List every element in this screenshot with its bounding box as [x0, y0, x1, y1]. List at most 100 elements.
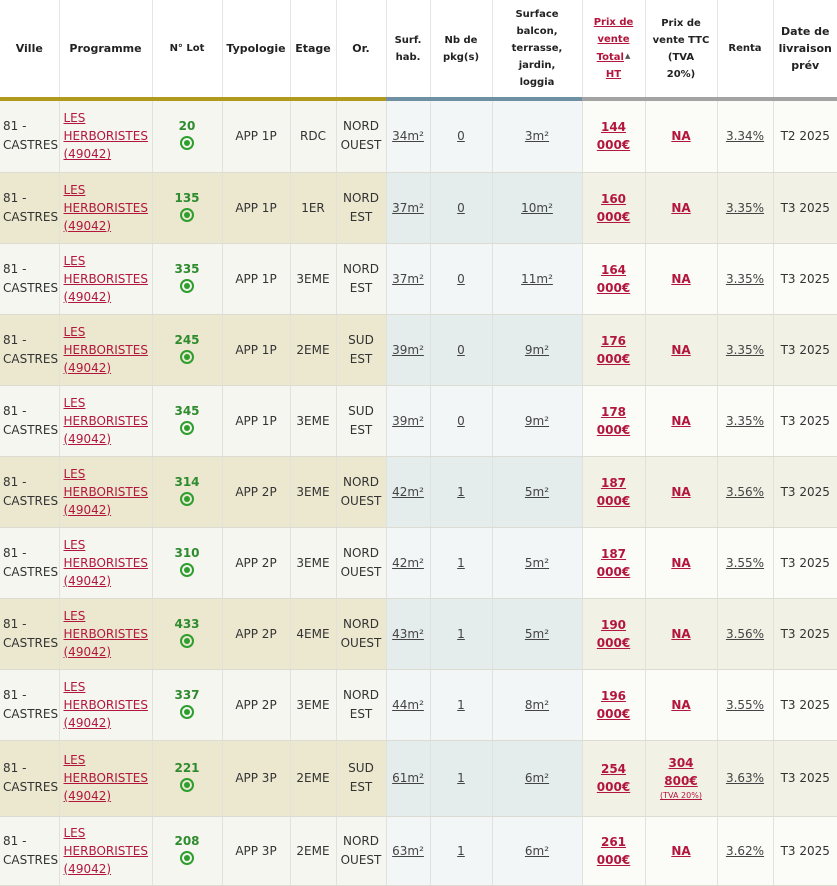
- surface-link[interactable]: 43m²: [392, 626, 424, 641]
- renta-link[interactable]: 3.62%: [725, 843, 765, 858]
- parking-link[interactable]: 0: [457, 271, 465, 286]
- surface-link[interactable]: 44m²: [392, 697, 424, 712]
- col-header-price-ht[interactable]: Prix de vente Total▲ HT: [582, 0, 646, 97]
- outdoor-surface-link[interactable]: 9m²: [524, 342, 550, 357]
- table-row[interactable]: 81 - CASTRES LES HERBORISTES (49042) 337 APP 2…: [0, 669, 837, 741]
- outdoor-surface-link[interactable]: 6m²: [524, 843, 550, 858]
- renta-link[interactable]: 3.35%: [725, 271, 765, 286]
- programme-link[interactable]: LES HERBORISTES (49042): [63, 825, 148, 876]
- parking-link[interactable]: 0: [457, 342, 465, 357]
- renta-link[interactable]: 3.63%: [725, 771, 765, 785]
- programme-link[interactable]: LES HERBORISTES (49042): [63, 679, 148, 730]
- renta-link[interactable]: 3.34%: [725, 129, 765, 144]
- price-ht-link[interactable]: 187 000€: [596, 546, 631, 579]
- lot-number[interactable]: 20: [178, 119, 196, 134]
- surface-link[interactable]: 42m²: [392, 555, 424, 570]
- col-header-outdoor-surface[interactable]: Surface balcon, terrasse, jardin, loggia: [492, 0, 583, 97]
- price-ttc-link[interactable]: NA: [671, 697, 691, 712]
- price-ht-link[interactable]: 164 000€: [596, 262, 631, 295]
- parking-link[interactable]: 1: [457, 843, 465, 858]
- price-ttc-link[interactable]: NA: [671, 129, 691, 144]
- table-row[interactable]: 81 - CASTRES LES HERBORISTES (49042) 20 APP 1P…: [0, 101, 837, 173]
- col-header-price-ttc[interactable]: Prix de vente TTC (TVA 20%): [645, 0, 718, 97]
- price-ttc-link[interactable]: 304 800€: [664, 756, 698, 788]
- price-ht-link[interactable]: 190 000€: [596, 617, 631, 650]
- table-row[interactable]: 81 - CASTRES LES HERBORISTES (49042) 335 APP 1…: [0, 243, 837, 315]
- col-header-livraison[interactable]: Date de livraison prév: [773, 0, 837, 97]
- parking-link[interactable]: 1: [457, 555, 465, 570]
- renta-link[interactable]: 3.35%: [725, 200, 765, 215]
- outdoor-surface-link[interactable]: 8m²: [524, 697, 550, 712]
- renta-link[interactable]: 3.55%: [725, 697, 765, 712]
- surface-link[interactable]: 37m²: [392, 271, 424, 286]
- col-header-programme[interactable]: Programme: [59, 0, 153, 97]
- surface-link[interactable]: 63m²: [392, 843, 424, 858]
- surface-link[interactable]: 39m²: [392, 413, 424, 428]
- programme-link[interactable]: LES HERBORISTES (49042): [63, 324, 148, 375]
- parking-link[interactable]: 1: [457, 771, 465, 785]
- programme-link[interactable]: LES HERBORISTES (49042): [63, 537, 148, 588]
- table-row[interactable]: 81 - CASTRES LES HERBORISTES (49042) 310 APP 2…: [0, 527, 837, 599]
- col-header-lot[interactable]: N° Lot: [152, 0, 223, 97]
- outdoor-surface-link[interactable]: 9m²: [524, 413, 550, 428]
- surface-link[interactable]: 42m²: [392, 484, 424, 499]
- parking-link[interactable]: 1: [457, 484, 465, 499]
- outdoor-surface-link[interactable]: 11m²: [521, 271, 553, 286]
- outdoor-surface-link[interactable]: 5m²: [524, 555, 550, 570]
- table-row[interactable]: 81 - CASTRES LES HERBORISTES (49042) 245 APP 1…: [0, 314, 837, 386]
- table-row[interactable]: 81 - CASTRES LES HERBORISTES (49042) 208 APP 3…: [0, 816, 837, 886]
- lot-number[interactable]: 310: [174, 545, 200, 560]
- table-row[interactable]: 81 - CASTRES LES HERBORISTES (49042) 433 APP 2…: [0, 598, 837, 670]
- table-row[interactable]: 81 - CASTRES LES HERBORISTES (49042) 135 APP 1…: [0, 172, 837, 244]
- lot-number[interactable]: 345: [174, 403, 200, 418]
- price-ttc-link[interactable]: NA: [671, 200, 691, 215]
- col-header-surface[interactable]: Surf. hab.: [386, 0, 431, 97]
- tva-note[interactable]: (TVA 20%): [660, 791, 702, 800]
- renta-link[interactable]: 3.55%: [725, 555, 765, 570]
- col-header-parking[interactable]: Nb de pkg(s): [430, 0, 493, 97]
- lot-number[interactable]: 314: [174, 474, 200, 489]
- lot-number[interactable]: 335: [174, 261, 200, 276]
- programme-link[interactable]: LES HERBORISTES (49042): [63, 182, 148, 233]
- price-ht-link[interactable]: 176 000€: [596, 333, 631, 366]
- surface-link[interactable]: 37m²: [392, 200, 424, 215]
- lot-number[interactable]: 135: [174, 190, 200, 205]
- parking-link[interactable]: 0: [457, 413, 465, 428]
- col-header-ville[interactable]: Ville: [0, 0, 60, 97]
- table-row[interactable]: 81 - CASTRES LES HERBORISTES (49042) 221 APP 3…: [0, 740, 837, 817]
- renta-link[interactable]: 3.56%: [725, 626, 765, 641]
- parking-link[interactable]: 0: [457, 129, 465, 144]
- price-ht-link[interactable]: 178 000€: [596, 404, 631, 437]
- col-header-etage[interactable]: Etage: [290, 0, 337, 97]
- lot-number[interactable]: 433: [174, 616, 200, 631]
- price-ht-link[interactable]: 254 000€: [596, 762, 631, 794]
- table-row[interactable]: 81 - CASTRES LES HERBORISTES (49042) 345 APP 1…: [0, 385, 837, 457]
- price-ttc-link[interactable]: NA: [671, 342, 691, 357]
- price-ttc-link[interactable]: NA: [671, 484, 691, 499]
- price-ht-link[interactable]: 196 000€: [596, 688, 631, 721]
- parking-link[interactable]: 1: [457, 697, 465, 712]
- outdoor-surface-link[interactable]: 5m²: [524, 484, 550, 499]
- surface-link[interactable]: 61m²: [392, 771, 424, 785]
- price-ttc-link[interactable]: NA: [671, 626, 691, 641]
- price-ht-link[interactable]: 144 000€: [596, 120, 631, 153]
- col-header-orientation[interactable]: Or.: [336, 0, 387, 97]
- programme-link[interactable]: LES HERBORISTES (49042): [63, 111, 148, 162]
- surface-link[interactable]: 39m²: [392, 342, 424, 357]
- lot-number[interactable]: 208: [174, 833, 200, 848]
- surface-link[interactable]: 34m²: [392, 129, 424, 144]
- programme-link[interactable]: LES HERBORISTES (49042): [63, 608, 148, 659]
- outdoor-surface-link[interactable]: 3m²: [524, 129, 550, 144]
- col-header-typologie[interactable]: Typologie: [222, 0, 291, 97]
- price-ttc-link[interactable]: NA: [671, 413, 691, 428]
- price-ht-link[interactable]: 160 000€: [596, 191, 631, 224]
- price-ttc-link[interactable]: NA: [671, 555, 691, 570]
- lot-number[interactable]: 337: [174, 687, 200, 702]
- programme-link[interactable]: LES HERBORISTES (49042): [63, 466, 148, 517]
- price-ht-link[interactable]: 187 000€: [596, 475, 631, 508]
- renta-link[interactable]: 3.35%: [725, 342, 765, 357]
- price-ttc-link[interactable]: NA: [671, 843, 691, 858]
- price-ht-link[interactable]: 261 000€: [596, 834, 631, 867]
- price-ttc-link[interactable]: NA: [671, 271, 691, 286]
- renta-link[interactable]: 3.35%: [725, 413, 765, 428]
